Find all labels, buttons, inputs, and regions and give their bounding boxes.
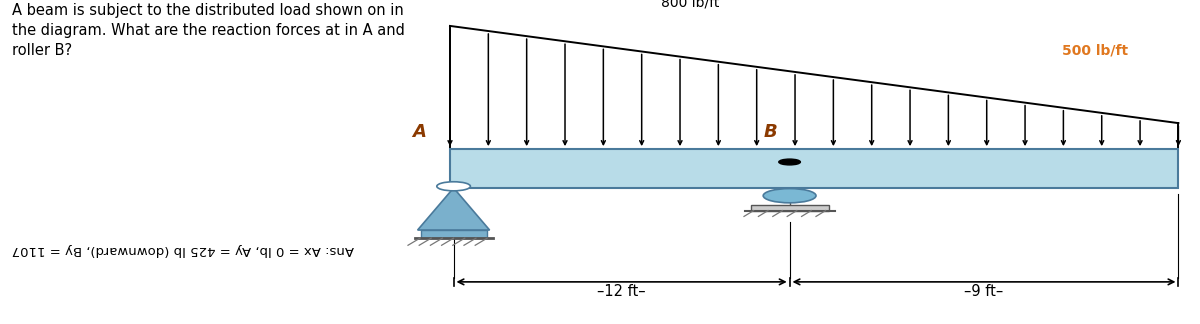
Polygon shape [418, 188, 490, 230]
Circle shape [779, 159, 800, 165]
Circle shape [437, 182, 470, 191]
Circle shape [763, 189, 816, 203]
Text: A beam is subject to the distributed load shown on in
the diagram. What are the : A beam is subject to the distributed loa… [12, 3, 404, 58]
Text: 500 lb/ft: 500 lb/ft [1062, 43, 1128, 57]
Text: B: B [764, 123, 778, 141]
Text: Ans: Ax = 0 lb, Ay = 425 lb (downward), By = 1107: Ans: Ax = 0 lb, Ay = 425 lb (downward), … [12, 243, 354, 256]
Bar [450, 149, 1178, 188]
Text: 800 lb/ft: 800 lb/ft [661, 0, 719, 10]
Bar [420, 230, 487, 238]
Bar [751, 205, 829, 211]
Text: –12 ft–: –12 ft– [598, 284, 646, 298]
Text: A: A [412, 123, 426, 141]
Text: –9 ft–: –9 ft– [965, 284, 1003, 298]
